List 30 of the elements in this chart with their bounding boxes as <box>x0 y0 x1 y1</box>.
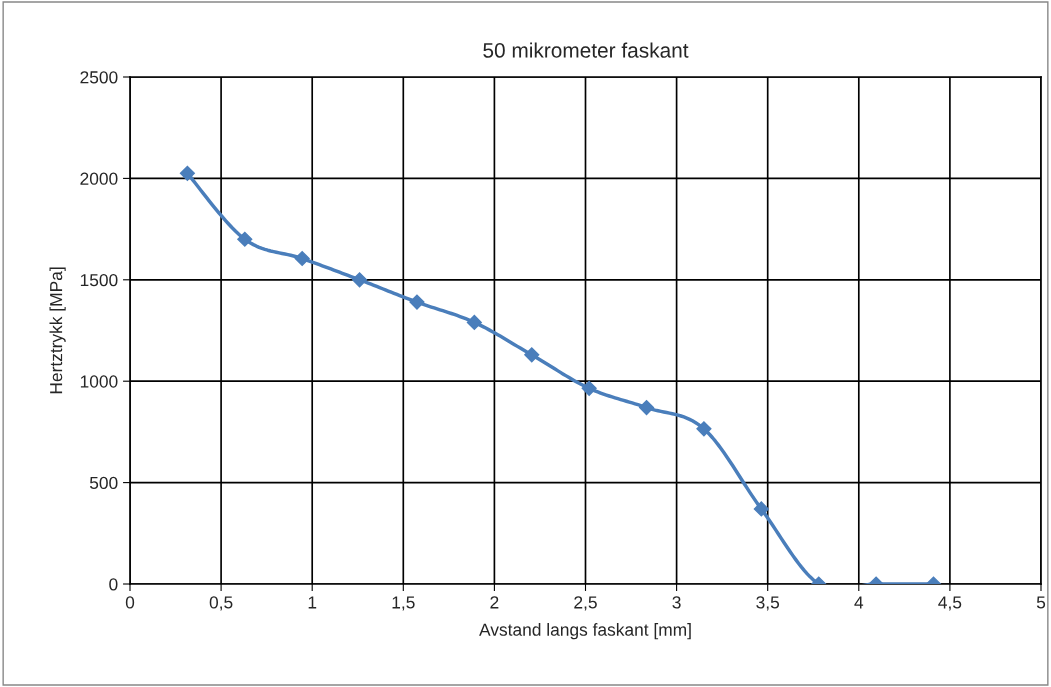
x-tick-label: 4,5 <box>938 596 962 611</box>
point <box>179 165 195 181</box>
y-tick-label: 500 <box>89 476 118 490</box>
y-tick-label: 2500 <box>80 71 118 84</box>
y-tick-label: 1500 <box>80 273 118 287</box>
x-tick-label: 4 <box>854 596 864 609</box>
point <box>409 294 425 310</box>
x-tick-label: 5 <box>1036 596 1046 609</box>
point <box>294 250 310 267</box>
y-tick-label: 0 <box>109 578 118 591</box>
x-tick-label: 0 <box>125 596 135 609</box>
point <box>237 231 253 247</box>
point <box>696 421 712 437</box>
x-tick-label: 3 <box>672 596 681 609</box>
x-tick-label: 1 <box>308 596 317 609</box>
point <box>581 380 597 396</box>
point <box>466 314 482 330</box>
chart-title: 50 mikrometer faskant <box>483 42 689 58</box>
point <box>524 347 540 363</box>
y-tick-label: 2000 <box>80 172 118 185</box>
x-tick-label: 1,5 <box>392 596 415 611</box>
x-tick-label: 2 <box>490 596 499 609</box>
point <box>352 272 368 288</box>
y-tick-label: 1000 <box>80 375 118 388</box>
y-axis-title: Hertztrykk [MPa] <box>49 267 66 394</box>
point <box>638 399 655 416</box>
x-tick-label: 2,5 <box>574 596 597 611</box>
x-tick-label: 3,5 <box>756 596 780 611</box>
x-axis-title: Avstand langs faskant [mm] <box>479 623 691 640</box>
x-tick-label: 0,5 <box>209 596 233 611</box>
